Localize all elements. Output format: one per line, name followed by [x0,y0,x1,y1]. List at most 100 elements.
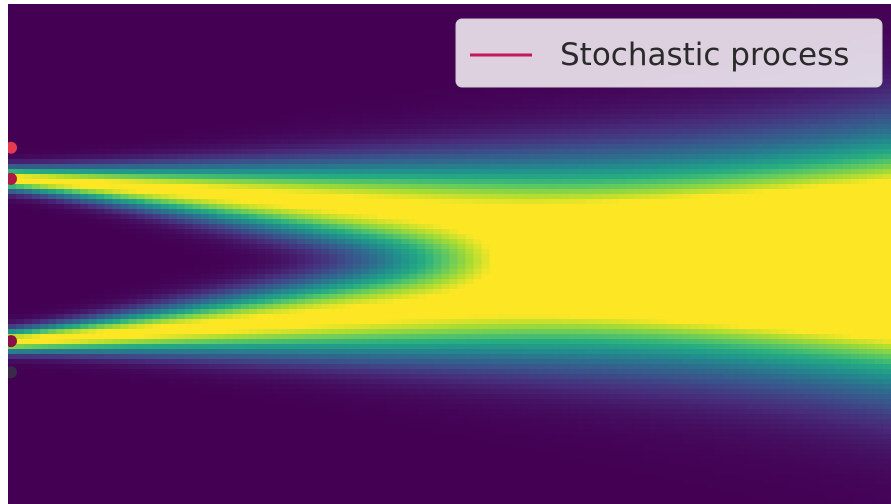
heatmap-cell [345,124,354,130]
heatmap-cell [264,344,274,350]
heatmap-cell [288,69,298,75]
heatmap-cell [40,59,49,65]
heatmap-cell [232,479,242,485]
heatmap-cell [393,449,402,455]
heatmap-cell [144,129,154,135]
heatmap-cell [24,159,33,165]
heatmap-cell [361,94,370,100]
heatmap-cell [296,249,306,255]
heatmap-cell [280,344,290,350]
heatmap-cell [240,29,250,35]
heatmap-cell [361,194,370,200]
heatmap-cell [16,59,25,65]
heatmap-cell [232,194,242,200]
heatmap-cell [160,444,170,450]
heatmap-cell [264,194,274,200]
heatmap-cell [272,39,282,45]
heatmap-cell [128,364,138,370]
heatmap-cell [176,499,186,504]
heatmap-cell [353,244,362,250]
heatmap-cell [240,484,250,490]
heatmap-cell [321,384,330,390]
heatmap-cell [24,154,33,160]
heatmap-cell [248,389,258,395]
heatmap-cell [288,309,298,315]
heatmap-cell [337,499,346,504]
heatmap-cell [248,369,258,375]
heatmap-cell [24,144,33,150]
heatmap-cell [128,459,138,465]
heatmap-cell [88,84,97,90]
heatmap-cell [353,264,362,270]
heatmap-cell [168,84,178,90]
heatmap-cell [240,134,250,140]
heatmap-cell [24,214,33,220]
heatmap-cell [96,309,105,315]
heatmap-cell [64,439,73,445]
heatmap-cell [176,159,186,165]
heatmap-cell [152,244,162,250]
heatmap-cell [72,154,81,160]
heatmap-cell [369,359,378,365]
heatmap-cell [40,259,49,265]
heatmap-cell [208,389,218,395]
heatmap-cell [353,354,362,360]
heatmap-cell [96,174,105,180]
heatmap-cell [88,69,97,75]
heatmap-cell [377,244,386,250]
heatmap-cell [401,274,410,280]
heatmap-cell [256,164,266,170]
heatmap-cell [80,369,89,375]
heatmap-cell [144,389,154,395]
heatmap-cell [184,149,194,155]
heatmap-cell [64,304,73,310]
heatmap-cell [305,89,314,95]
heatmap-cell [401,449,410,455]
heatmap-cell [96,369,105,375]
heatmap-cell [296,214,306,220]
heatmap-cell [112,499,121,504]
heatmap-cell [32,184,41,190]
heatmap-cell [168,74,178,80]
heatmap-cell [313,384,322,390]
heatmap-cell [369,339,378,345]
heatmap-cell [288,249,298,255]
heatmap-cell [136,129,146,135]
heatmap-cell [144,394,154,400]
heatmap-cell [168,249,178,255]
heatmap-cell [264,464,274,470]
heatmap-cell [136,264,146,270]
heatmap-cell [313,389,322,395]
heatmap-cell [200,389,210,395]
heatmap-cell [24,454,33,460]
heatmap-cell [168,494,178,500]
heatmap-cell [64,384,73,390]
heatmap-cell [280,354,290,360]
heatmap-cell [345,409,354,415]
heatmap-cell [280,89,290,95]
heatmap-cell [248,419,258,425]
heatmap-cell [329,209,338,215]
heatmap-cell [232,374,242,380]
heatmap-cell [88,24,97,30]
heatmap-cell [224,384,234,390]
heatmap-cell [64,59,73,65]
heatmap-cell [353,479,362,485]
heatmap-cell [24,374,33,380]
heatmap-cell [361,464,370,470]
heatmap-cell [96,219,105,225]
heatmap-cell [168,444,178,450]
heatmap-cell [385,19,394,25]
heatmap-cell [8,84,17,90]
heatmap-cell [56,279,65,285]
heatmap-cell [337,259,346,265]
heatmap-cell [80,349,89,355]
heatmap-cell [361,119,370,125]
heatmap-cell [401,459,410,465]
heatmap-cell [112,339,121,345]
heatmap-cell [288,94,298,100]
heatmap-cell [24,289,33,295]
heatmap-cell [48,314,57,320]
heatmap-cell [144,159,154,165]
heatmap-cell [377,129,386,135]
